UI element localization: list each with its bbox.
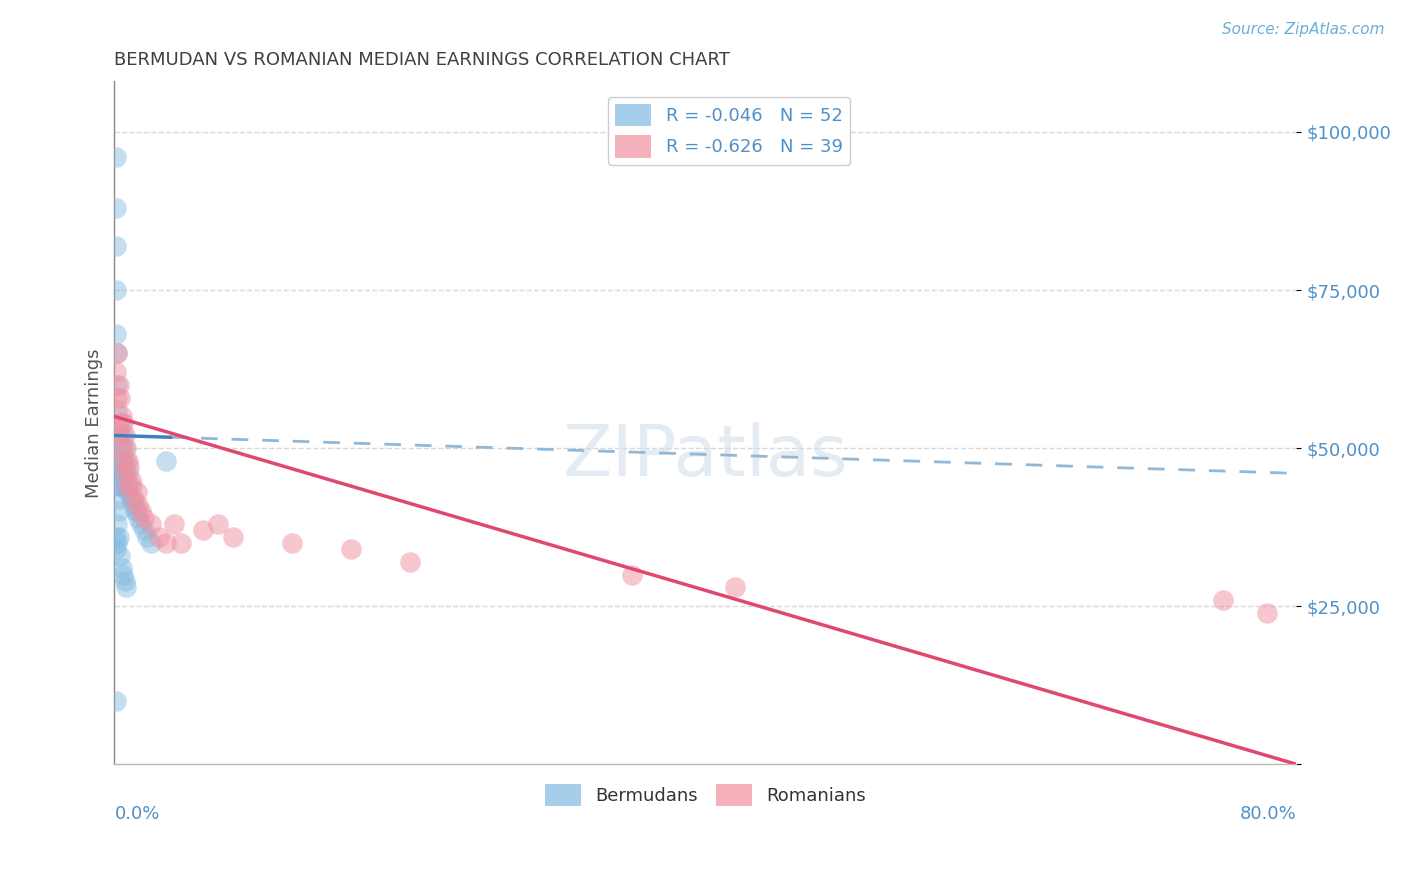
Point [155, 454, 177, 468]
Point [108, 504, 131, 518]
Point [114, 467, 136, 481]
Point [110, 549, 132, 563]
Point [121, 491, 143, 506]
Point [111, 441, 134, 455]
Point [112, 428, 135, 442]
Point [104, 365, 127, 379]
Point [105, 346, 128, 360]
Point [1256, 606, 1278, 620]
Point [111, 441, 134, 455]
Point [104, 283, 127, 297]
Point [104, 542, 127, 557]
Text: Source: ZipAtlas.com: Source: ZipAtlas.com [1222, 22, 1385, 37]
Point [115, 479, 138, 493]
Point [135, 530, 157, 544]
Point [110, 460, 132, 475]
Text: 0.0%: 0.0% [114, 805, 160, 823]
Point [104, 694, 127, 708]
Point [132, 510, 155, 524]
Point [117, 467, 139, 481]
Point [132, 524, 155, 538]
Point [1212, 592, 1234, 607]
Point [105, 403, 128, 417]
Point [155, 536, 177, 550]
Text: ZIPatlas: ZIPatlas [562, 423, 848, 491]
Point [105, 536, 128, 550]
Point [122, 498, 145, 512]
Point [104, 239, 127, 253]
Point [112, 454, 135, 468]
Point [114, 467, 136, 481]
Point [120, 491, 142, 506]
Point [112, 567, 135, 582]
Point [108, 530, 131, 544]
Text: 80.0%: 80.0% [1240, 805, 1296, 823]
Point [112, 416, 135, 430]
Point [114, 428, 136, 442]
Point [207, 516, 229, 531]
Point [112, 479, 135, 493]
Point [162, 516, 184, 531]
Point [105, 454, 128, 468]
Point [340, 542, 363, 557]
Point [221, 530, 243, 544]
Point [104, 327, 127, 342]
Point [108, 467, 131, 481]
Point [121, 479, 143, 493]
Point [141, 516, 163, 531]
Point [148, 530, 170, 544]
Point [620, 567, 643, 582]
Point [111, 561, 134, 575]
Point [124, 504, 146, 518]
Point [118, 460, 141, 475]
Point [120, 473, 142, 487]
Point [125, 485, 148, 500]
Point [141, 536, 163, 550]
Point [108, 377, 131, 392]
Point [280, 536, 302, 550]
Point [170, 536, 193, 550]
Point [112, 454, 135, 468]
Y-axis label: Median Earnings: Median Earnings [86, 348, 103, 498]
Point [129, 516, 152, 531]
Point [110, 391, 132, 405]
Point [127, 498, 149, 512]
Point [117, 454, 139, 468]
Point [118, 479, 141, 493]
Point [115, 441, 138, 455]
Point [108, 479, 131, 493]
Point [122, 491, 145, 506]
Point [104, 201, 127, 215]
Point [117, 485, 139, 500]
Point [191, 524, 214, 538]
Point [104, 150, 127, 164]
Point [104, 530, 127, 544]
Point [105, 346, 128, 360]
Point [108, 491, 131, 506]
Point [105, 377, 128, 392]
Point [105, 428, 128, 442]
Point [114, 441, 136, 455]
Point [108, 416, 131, 430]
Point [111, 409, 134, 424]
Point [114, 574, 136, 588]
Point [105, 516, 128, 531]
Point [110, 428, 132, 442]
Point [115, 454, 138, 468]
Point [110, 441, 132, 455]
Point [115, 479, 138, 493]
Point [111, 416, 134, 430]
Point [110, 479, 132, 493]
Text: BERMUDAN VS ROMANIAN MEDIAN EARNINGS CORRELATION CHART: BERMUDAN VS ROMANIAN MEDIAN EARNINGS COR… [114, 51, 730, 69]
Point [115, 580, 138, 594]
Point [127, 510, 149, 524]
Point [125, 504, 148, 518]
Point [105, 391, 128, 405]
Point [399, 555, 422, 569]
Point [724, 580, 747, 594]
Point [111, 467, 134, 481]
Point [129, 504, 152, 518]
Legend: Bermudans, Romanians: Bermudans, Romanians [537, 777, 873, 814]
